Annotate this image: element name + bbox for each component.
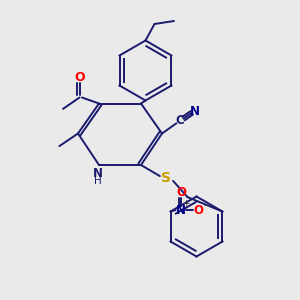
- Text: N: N: [189, 105, 200, 118]
- Text: O: O: [194, 203, 203, 217]
- Text: N: N: [92, 167, 103, 180]
- Text: -: -: [203, 200, 207, 210]
- Text: O: O: [176, 186, 186, 200]
- Text: S: S: [161, 172, 172, 185]
- Text: H: H: [94, 176, 101, 186]
- Text: C: C: [176, 114, 184, 128]
- Text: +: +: [182, 199, 190, 208]
- Text: O: O: [74, 71, 85, 84]
- Text: N: N: [176, 203, 186, 217]
